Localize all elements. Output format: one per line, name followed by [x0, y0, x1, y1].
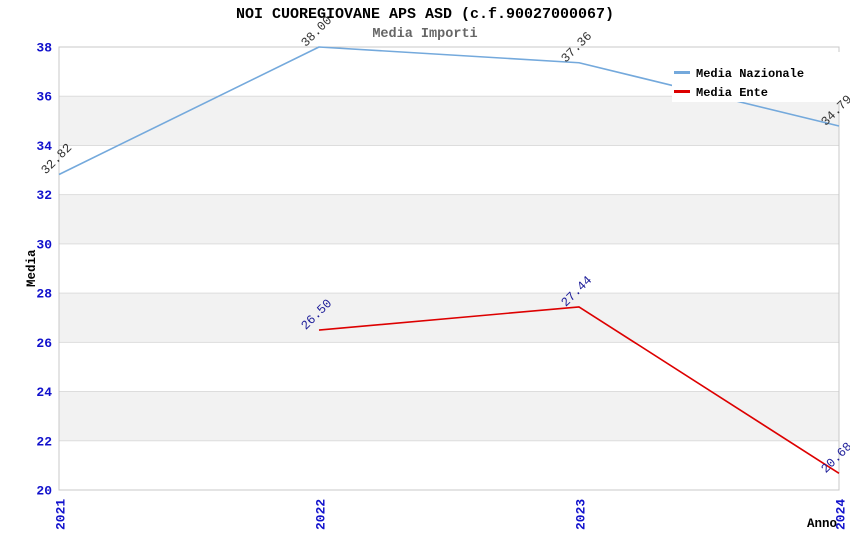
y-tick-label: 34: [36, 139, 52, 154]
legend-label: Media Ente: [696, 86, 768, 100]
x-tick-label: 2021: [54, 499, 69, 530]
grid-band: [59, 145, 839, 195]
grid-band: [59, 440, 839, 490]
y-tick-label: 30: [36, 237, 52, 252]
y-tick-label: 26: [36, 336, 52, 351]
y-tick-label: 24: [36, 385, 52, 400]
series-line-media-ente: [318, 306, 840, 474]
y-tick-label: 22: [36, 434, 52, 449]
y-axis-title: Media: [25, 249, 39, 287]
grid-band: [59, 194, 839, 244]
y-tick-label: 20: [36, 484, 52, 499]
chart-title: NOI CUOREGIOVANE APS ASD (c.f.9002700006…: [235, 6, 615, 23]
y-tick-label: 36: [36, 90, 52, 105]
plot-border: [58, 46, 840, 491]
legend-label: Media Nazionale: [696, 67, 804, 81]
y-tick-label: 38: [36, 41, 52, 56]
y-tick-label: 28: [36, 287, 52, 302]
x-tick-label: 2024: [834, 499, 849, 530]
grid-band: [59, 342, 839, 392]
x-tick-label: 2023: [574, 499, 589, 530]
y-tick-label: 32: [36, 188, 52, 203]
grid-band: [59, 96, 839, 146]
chart-subtitle: Media Importi: [372, 27, 478, 42]
legend: [672, 52, 845, 102]
grid-band: [59, 391, 839, 441]
point-label: 38.00: [299, 14, 335, 50]
x-tick-label: 2022: [314, 499, 329, 530]
grid-band: [59, 243, 839, 294]
x-axis-title: Anno: [807, 517, 837, 531]
